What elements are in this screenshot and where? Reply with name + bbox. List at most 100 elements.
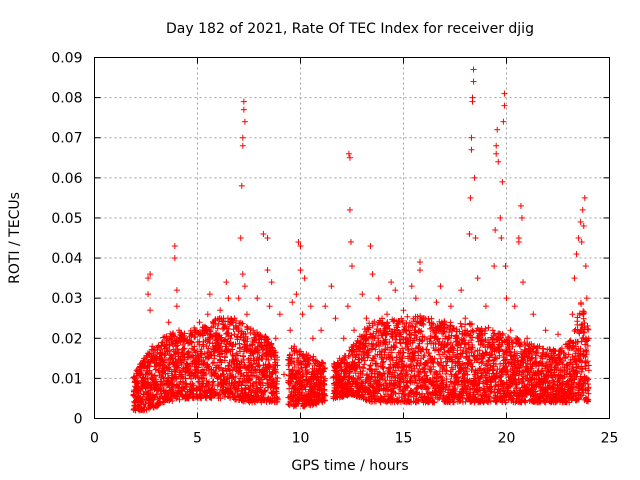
chart-title: Day 182 of 2021, Rate Of TEC Index for r… [166, 21, 534, 37]
y-tick-label: 0.08 [51, 91, 82, 107]
data-point [458, 287, 465, 294]
data-point [254, 295, 261, 302]
data-point [474, 275, 481, 282]
data-point [482, 303, 489, 310]
data-point [142, 400, 149, 407]
data-point [471, 174, 478, 181]
data-point [309, 335, 316, 342]
data-point [501, 90, 508, 97]
data-point [165, 319, 172, 326]
data-point [225, 295, 232, 302]
data-point [194, 339, 201, 346]
data-point [217, 307, 224, 314]
data-point [223, 279, 230, 286]
data-point [408, 283, 415, 290]
data-point [498, 235, 505, 241]
data-point [583, 295, 590, 302]
data-point [491, 263, 498, 270]
data-point [171, 348, 178, 355]
data-point [191, 343, 198, 350]
data-point [515, 239, 522, 246]
data-point [171, 255, 178, 262]
data-point [328, 283, 335, 290]
data-point [268, 279, 275, 286]
data-point [518, 214, 525, 221]
data-point [466, 230, 473, 237]
data-point [469, 98, 476, 105]
data-point [171, 243, 178, 250]
data-point [467, 321, 474, 328]
data-point [351, 327, 358, 334]
data-point [173, 365, 180, 372]
data-point [332, 315, 339, 322]
data-point [470, 78, 477, 85]
data-point [173, 287, 180, 294]
data-point [161, 352, 168, 359]
data-point [166, 347, 173, 354]
y-tick-label: 0.09 [51, 51, 82, 67]
data-point [511, 303, 518, 310]
y-tick-label: 0.02 [51, 331, 82, 347]
data-point [264, 235, 271, 241]
data-point [579, 206, 586, 213]
data-point [468, 146, 475, 153]
data-point [205, 381, 212, 388]
data-points [130, 66, 592, 414]
data-point [260, 230, 267, 237]
data-point [406, 319, 413, 326]
data-point [152, 366, 159, 373]
x-tick-label: 15 [395, 431, 413, 447]
data-point [359, 291, 366, 298]
data-point [494, 126, 501, 133]
data-point [146, 405, 153, 412]
data-point [472, 235, 479, 241]
data-point [346, 154, 353, 161]
data-point [582, 263, 589, 270]
data-point [157, 400, 164, 407]
data-point [289, 299, 296, 306]
data-point [244, 324, 251, 331]
data-point [165, 365, 172, 372]
data-point [580, 315, 587, 322]
data-point [344, 303, 351, 310]
data-point [493, 150, 500, 157]
data-point [470, 66, 477, 73]
data-point [412, 324, 419, 331]
data-point [241, 283, 248, 290]
data-point [173, 342, 180, 349]
data-point [151, 346, 158, 353]
data-point [457, 320, 464, 327]
data-point [239, 142, 246, 149]
data-point [489, 327, 496, 334]
data-point [416, 259, 423, 266]
data-point [416, 267, 423, 274]
data-point [573, 251, 580, 258]
x-axis-label: GPS time / hours [291, 458, 408, 474]
data-point [301, 275, 308, 282]
data-point [447, 303, 454, 310]
data-point [235, 295, 242, 302]
data-point [542, 327, 549, 334]
data-point [182, 382, 189, 389]
data-point [169, 387, 176, 394]
data-point [241, 118, 248, 125]
data-point [503, 295, 510, 302]
data-point [281, 371, 288, 378]
data-point [307, 303, 314, 310]
data-point [404, 313, 411, 320]
data-point [204, 311, 211, 318]
data-point [519, 279, 526, 286]
data-point [349, 263, 355, 270]
data-point [578, 239, 585, 246]
data-point [240, 106, 247, 113]
data-point [485, 324, 492, 331]
data-point [530, 311, 537, 318]
data-point [293, 291, 300, 298]
data-point [367, 243, 374, 250]
data-point [388, 279, 395, 286]
data-point [571, 275, 578, 282]
y-tick-label: 0.03 [51, 291, 82, 307]
data-point [264, 267, 271, 274]
data-point [363, 315, 370, 322]
